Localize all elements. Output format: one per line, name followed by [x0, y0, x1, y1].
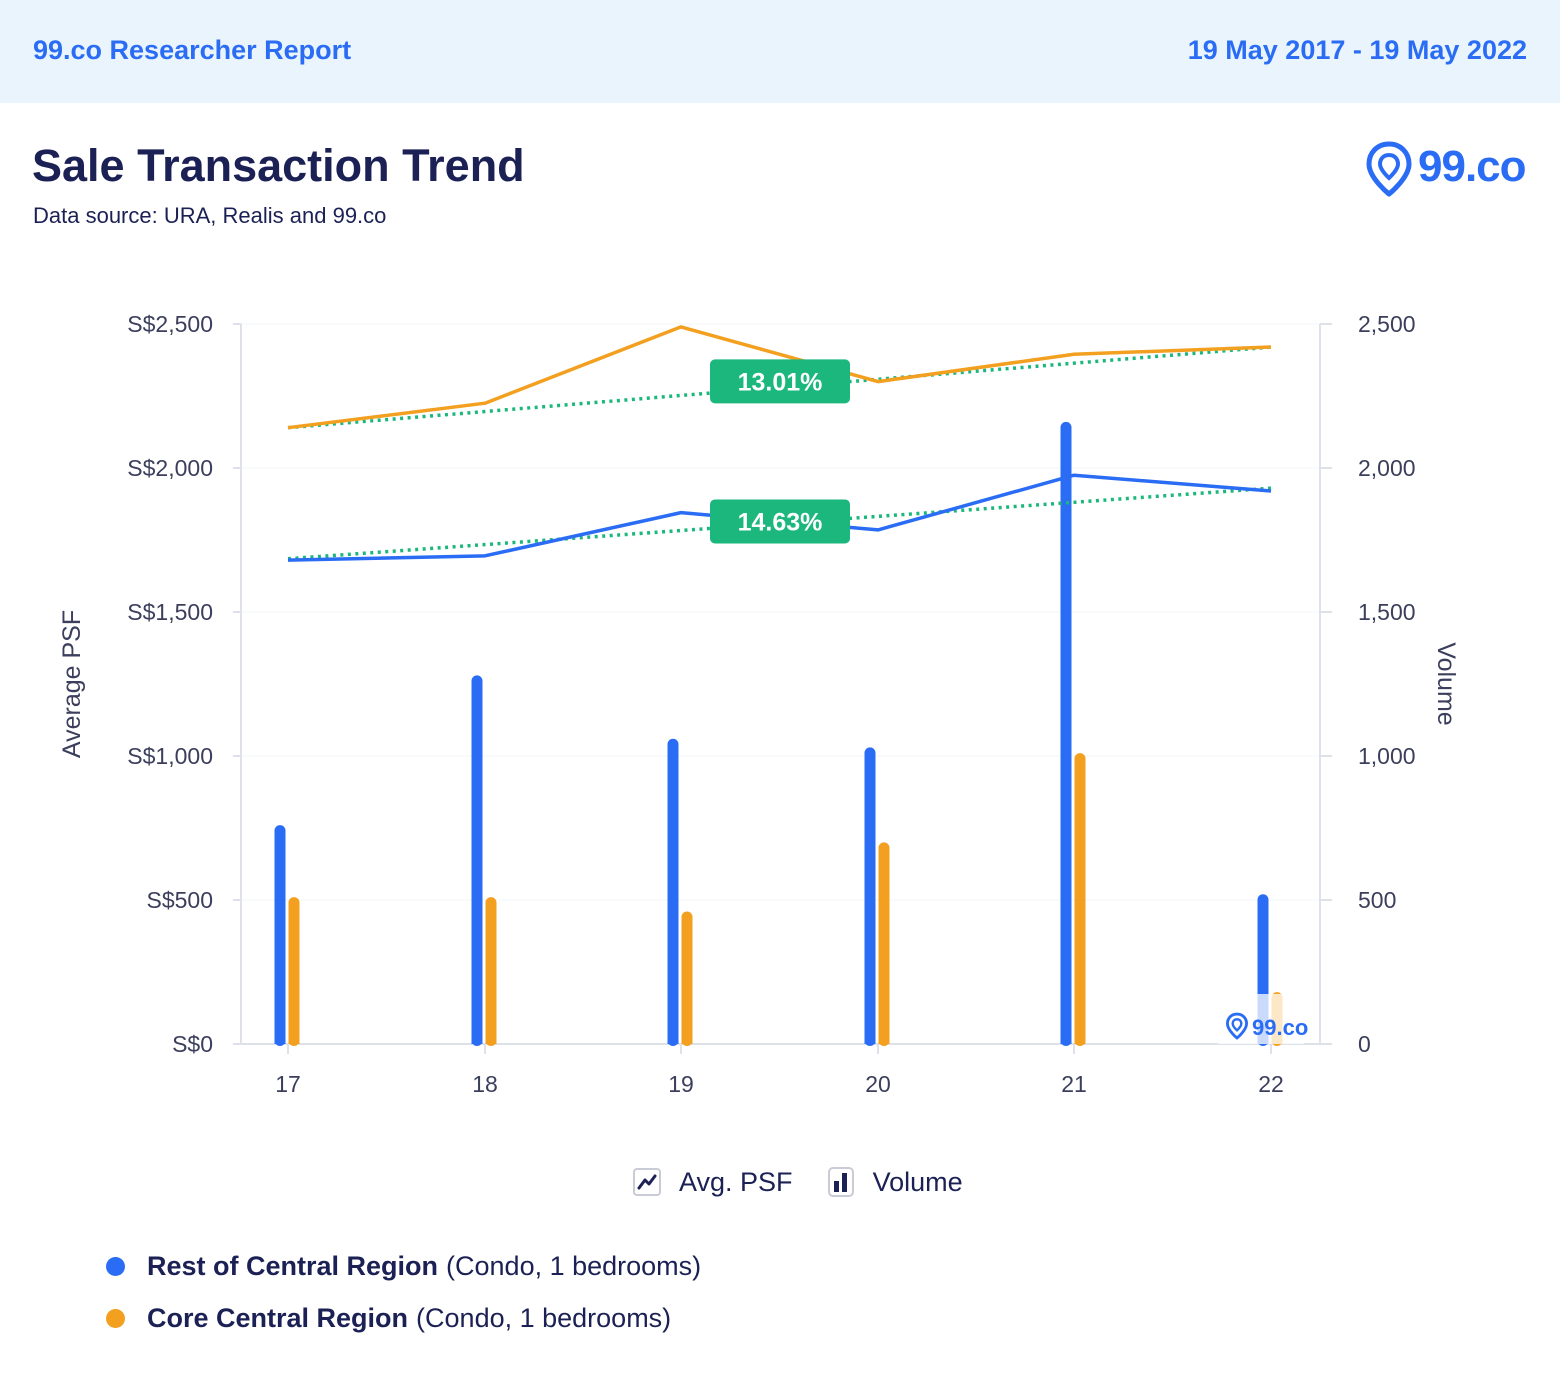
- volume-bar-base: [274, 1036, 286, 1044]
- volume-bar-base: [667, 1036, 679, 1044]
- right-axis-title: Volume: [1432, 642, 1460, 725]
- legend-avg-psf-label: Avg. PSF: [679, 1166, 793, 1197]
- left-tick-label: S$2,000: [127, 455, 213, 481]
- volume-bar: [485, 897, 497, 1046]
- growth-badge: [710, 499, 850, 544]
- series-legend: Rest of Central Region (Condo, 1 bedroom…: [106, 1240, 701, 1344]
- x-tick-label: 19: [668, 1071, 694, 1097]
- volume-bar: [274, 825, 286, 1046]
- volume-bar: [681, 911, 693, 1046]
- page-title: Sale Transaction Trend: [32, 140, 525, 191]
- volume-bar-base: [1060, 1036, 1072, 1044]
- left-tick-label: S$500: [146, 887, 213, 913]
- line-chart-icon: [633, 1168, 661, 1196]
- chart-type-legend: Avg. PSF Volume: [633, 1160, 997, 1204]
- volume-bar-base: [878, 1036, 890, 1044]
- right-tick-label: 1,500: [1358, 599, 1416, 625]
- growth-badge-label: 14.63%: [738, 508, 823, 536]
- x-tick-label: 22: [1258, 1071, 1284, 1097]
- volume-bar: [471, 675, 483, 1046]
- chart-watermark: 99.co: [1218, 994, 1308, 1044]
- legend-dot-rest-central: [106, 1256, 125, 1276]
- x-tick-label: 20: [865, 1071, 891, 1097]
- legend-item-rest-central[interactable]: Rest of Central Region (Condo, 1 bedroom…: [106, 1240, 701, 1292]
- legend-detail-rest-central: (Condo, 1 bedrooms): [446, 1250, 702, 1281]
- legend-volume-toggle[interactable]: Volume: [827, 1167, 963, 1198]
- growth-badge: [710, 359, 850, 404]
- left-tick-label: S$1,500: [127, 599, 213, 625]
- legend-avg-psf-toggle[interactable]: Avg. PSF: [633, 1167, 793, 1198]
- left-tick-label: S$0: [172, 1031, 213, 1057]
- axes: [233, 323, 1332, 1054]
- volume-bar-base: [681, 1036, 693, 1044]
- volume-bar: [1060, 421, 1072, 1046]
- report-header: 99.co Researcher Report 19 May 2017 - 19…: [0, 0, 1560, 103]
- sale-trend-chart: 99.co 13.01% 14.63% S$0 S$500 S$1,000 S$1,50…: [58, 311, 1460, 1097]
- brand-logo: 99.co: [1366, 138, 1536, 200]
- volume-bar: [667, 738, 679, 1046]
- left-axis-title: Average PSF: [58, 610, 86, 758]
- x-tick-label: 18: [472, 1071, 498, 1097]
- legend-item-core-central[interactable]: Core Central Region (Condo, 1 bedrooms): [106, 1292, 701, 1344]
- right-tick-label: 1,000: [1358, 743, 1416, 769]
- growth-badge-label: 13.01%: [738, 368, 823, 396]
- axis-labels: S$0 S$500 S$1,000 S$1,500 S$2,000 S$2,500 0 500…: [58, 311, 1460, 1097]
- bar-chart-icon: [827, 1167, 855, 1197]
- volume-bar: [288, 897, 300, 1046]
- psf-line: [287, 325, 1272, 430]
- legend-name-core-central: Core Central Region: [147, 1302, 409, 1333]
- report-brand: 99.co Researcher Report: [33, 35, 352, 65]
- legend-name-rest-central: Rest of Central Region: [147, 1250, 439, 1281]
- legend-dot-core-central: [106, 1308, 125, 1328]
- volume-bar-base: [1074, 1036, 1086, 1044]
- data-source-note: Data source: URA, Realis and 99.co: [33, 203, 387, 228]
- psf-lines: 13.01% 14.63%: [287, 325, 1272, 562]
- volume-bar-base: [485, 1036, 497, 1044]
- watermark-text: 99.co: [1252, 1015, 1308, 1040]
- watermark-pin-icon: [1226, 1012, 1248, 1040]
- legend-detail-core-central: (Condo, 1 bedrooms): [416, 1302, 672, 1333]
- volume-bar: [1074, 753, 1086, 1046]
- x-tick-label: 21: [1061, 1071, 1087, 1097]
- right-tick-label: 2,500: [1358, 311, 1416, 337]
- logo-wordmark: 99.co: [1418, 142, 1527, 191]
- volume-bar-base: [864, 1036, 876, 1044]
- volume-bar-base: [288, 1036, 300, 1044]
- report-date-range: 19 May 2017 - 19 May 2022: [1187, 35, 1527, 65]
- location-pin-icon: [1366, 141, 1412, 197]
- right-tick-label: 2,000: [1358, 455, 1416, 481]
- x-tick-label: 17: [275, 1071, 301, 1097]
- left-tick-label: S$1,000: [127, 743, 213, 769]
- volume-bar: [864, 747, 876, 1046]
- volume-bar-base: [471, 1036, 483, 1044]
- right-tick-label: 0: [1358, 1031, 1371, 1057]
- volume-bar: [878, 842, 890, 1046]
- left-tick-label: S$2,500: [127, 311, 213, 337]
- right-tick-label: 500: [1358, 887, 1396, 913]
- legend-volume-label: Volume: [872, 1166, 963, 1197]
